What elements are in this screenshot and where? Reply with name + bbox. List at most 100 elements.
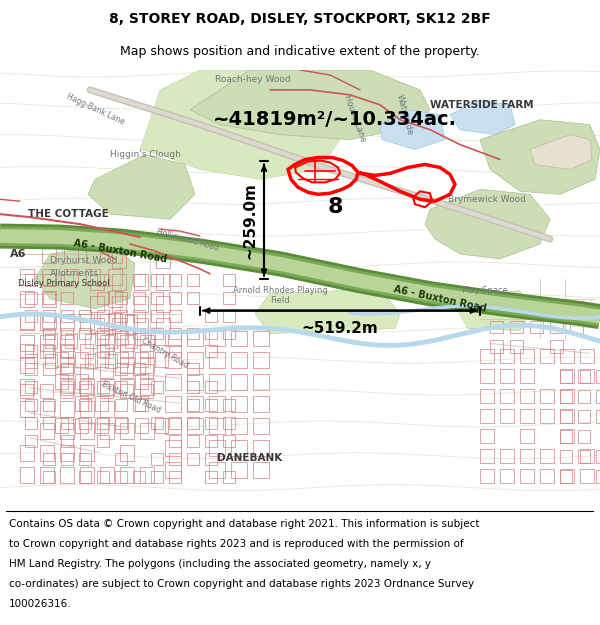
Bar	[209, 440, 225, 456]
Bar	[223, 292, 235, 304]
Text: Arnold Rhodes Playing: Arnold Rhodes Playing	[233, 286, 328, 295]
Bar	[100, 314, 114, 329]
Bar	[105, 334, 117, 348]
Bar	[25, 399, 37, 411]
Text: Allotments: Allotments	[50, 269, 99, 278]
Bar	[560, 430, 572, 443]
Bar	[187, 363, 199, 375]
Bar	[560, 470, 572, 482]
Bar	[134, 318, 148, 334]
Bar	[80, 314, 94, 329]
Text: Hollinwood Road: Hollinwood Road	[155, 228, 219, 253]
Bar	[165, 418, 181, 434]
Bar	[55, 374, 68, 389]
Bar	[25, 417, 37, 429]
Bar	[560, 429, 574, 443]
Bar	[500, 449, 514, 462]
Bar	[231, 418, 247, 434]
Bar	[223, 309, 235, 322]
Bar	[540, 449, 554, 462]
Bar	[540, 349, 554, 363]
Bar	[231, 331, 247, 346]
Bar	[253, 331, 269, 346]
Bar	[40, 384, 53, 398]
Bar	[45, 354, 57, 368]
Bar	[43, 417, 55, 429]
Bar	[156, 252, 170, 268]
Text: DANEBANK: DANEBANK	[217, 452, 283, 462]
Bar	[20, 379, 34, 395]
Bar	[125, 314, 137, 329]
Bar	[40, 344, 53, 358]
Bar	[97, 309, 109, 322]
Bar	[550, 341, 563, 353]
Bar	[79, 417, 91, 429]
Bar	[25, 346, 37, 358]
Bar	[560, 409, 574, 423]
Bar	[125, 334, 137, 348]
Bar	[187, 374, 203, 390]
Bar	[151, 309, 163, 322]
Bar	[560, 370, 572, 383]
Bar	[520, 349, 534, 363]
Bar	[80, 344, 93, 358]
Bar	[480, 369, 494, 383]
Bar	[20, 401, 34, 417]
Bar	[120, 314, 134, 329]
Bar	[490, 301, 503, 314]
Bar	[42, 291, 56, 307]
Bar	[105, 354, 117, 368]
Text: Map shows position and indicative extent of the property.: Map shows position and indicative extent…	[120, 44, 480, 58]
Bar	[500, 469, 514, 482]
Bar	[209, 396, 225, 412]
Polygon shape	[458, 291, 530, 331]
Bar	[95, 418, 108, 433]
Bar	[135, 331, 148, 346]
Bar	[115, 417, 127, 429]
Bar	[43, 452, 55, 465]
Bar	[85, 334, 97, 348]
Bar	[61, 309, 73, 322]
Bar	[61, 363, 73, 375]
Bar	[140, 423, 154, 439]
Bar	[520, 449, 534, 462]
Bar	[25, 363, 37, 375]
Text: co-ordinates) are subject to Crown copyright and database rights 2023 Ordnance S: co-ordinates) are subject to Crown copyr…	[9, 579, 474, 589]
Bar	[187, 292, 199, 304]
Bar	[85, 354, 97, 368]
Text: ~259.0m: ~259.0m	[242, 182, 257, 259]
Bar	[25, 309, 37, 322]
Bar	[560, 410, 572, 423]
Bar	[253, 462, 269, 478]
Bar	[79, 399, 91, 411]
Bar	[151, 471, 163, 482]
Bar	[133, 399, 145, 411]
Bar	[133, 471, 145, 482]
Bar	[65, 334, 77, 348]
Bar	[115, 328, 127, 339]
Bar	[165, 440, 181, 456]
Bar	[20, 357, 34, 373]
Bar	[43, 292, 55, 304]
Polygon shape	[35, 244, 135, 309]
Bar	[55, 352, 68, 367]
Bar	[64, 269, 78, 285]
Bar	[40, 423, 54, 439]
Bar	[560, 389, 574, 403]
Bar	[20, 467, 34, 482]
Bar	[205, 381, 217, 393]
Bar	[20, 445, 34, 461]
Bar	[43, 346, 55, 358]
Bar	[112, 318, 126, 334]
Bar	[140, 467, 154, 482]
Bar	[520, 469, 534, 482]
Bar	[61, 346, 73, 358]
Bar	[500, 389, 514, 403]
Bar	[510, 341, 523, 353]
Bar	[490, 341, 503, 353]
Bar	[40, 336, 54, 351]
Bar	[140, 364, 153, 378]
Bar	[43, 399, 55, 411]
Bar	[60, 423, 74, 439]
Bar	[135, 418, 148, 433]
